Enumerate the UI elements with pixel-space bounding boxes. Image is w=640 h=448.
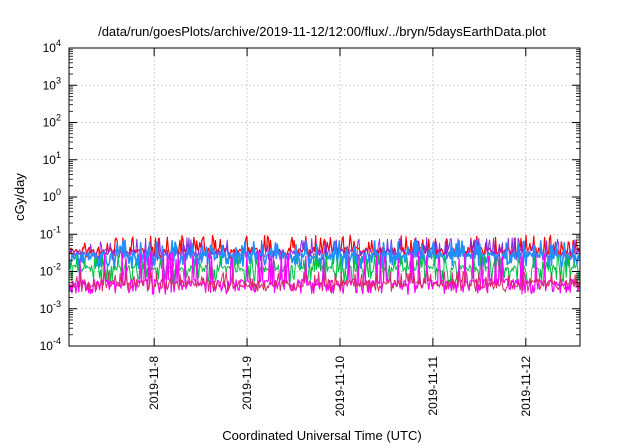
series-line-2 <box>69 237 580 262</box>
y-axis-label: cGy/day <box>12 173 27 221</box>
x-tick-label: 2019-11-8 <box>147 356 161 410</box>
x-axis: 2019-11-8 2019-11-9 2019-11-10 2019-11-11 20… <box>147 48 533 417</box>
series-group <box>69 234 580 295</box>
x-axis-label: Coordinated Universal Time (UTC) <box>222 428 421 443</box>
series-line-6 <box>69 271 580 293</box>
grid <box>69 48 580 346</box>
x-tick-label: 2019-11-10 <box>333 356 347 417</box>
chart-title: /data/run/goesPlots/archive/2019-11-12/1… <box>98 24 546 39</box>
x-tick-label: 2019-11-9 <box>240 356 254 410</box>
x-tick-label: 2019-11-12 <box>519 356 533 417</box>
x-tick-label: 2019-11-11 <box>426 356 440 416</box>
